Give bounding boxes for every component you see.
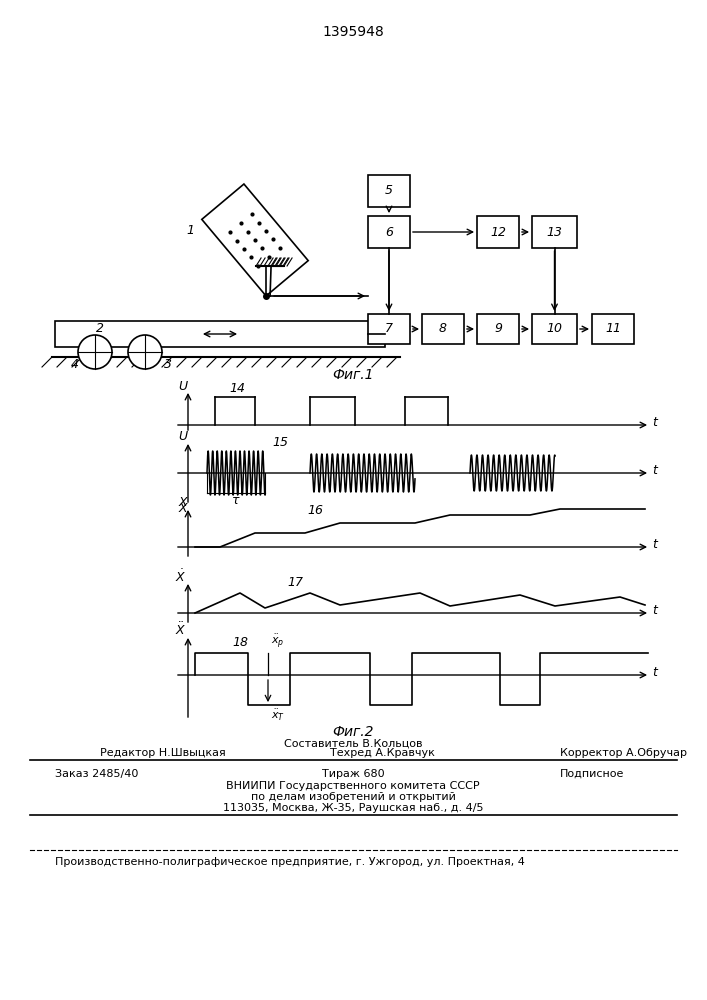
Text: 113035, Москва, Ж-35, Раушская наб., д. 4/5: 113035, Москва, Ж-35, Раушская наб., д. …: [223, 803, 484, 813]
Text: t: t: [653, 464, 658, 478]
Bar: [55, 321, 385, 347]
Text: 1: 1: [186, 224, 194, 236]
Text: X: X: [179, 496, 187, 510]
Text: 7: 7: [385, 322, 393, 336]
Text: $\ddot{x}_p$: $\ddot{x}_p$: [271, 632, 284, 650]
Bar: [477, 216, 519, 248]
Text: 14: 14: [229, 382, 245, 395]
Text: 12: 12: [490, 226, 506, 238]
Text: 4: 4: [71, 359, 79, 371]
Circle shape: [78, 335, 112, 369]
Text: t: t: [653, 666, 658, 680]
Text: 1395948: 1395948: [322, 25, 384, 39]
Text: 2: 2: [96, 322, 104, 334]
Text: $\ddot{X}$: $\ddot{X}$: [175, 622, 187, 638]
Text: Производственно-полиграфическое предприятие, г. Ужгород, ул. Проектная, 4: Производственно-полиграфическое предприя…: [55, 857, 525, 867]
Text: Корректор А.Обручар: Корректор А.Обручар: [560, 748, 687, 758]
Text: Составитель В.Кольцов: Составитель В.Кольцов: [284, 739, 422, 749]
Text: 9: 9: [494, 322, 502, 336]
Text: 17: 17: [287, 576, 303, 589]
Text: 5: 5: [385, 184, 393, 198]
Bar: [422, 314, 464, 344]
Text: 18: 18: [232, 637, 248, 650]
Bar: [368, 175, 410, 207]
Text: $\dot{X}$: $\dot{X}$: [175, 569, 187, 585]
Bar: [532, 216, 577, 248]
Polygon shape: [201, 184, 308, 296]
Text: t: t: [653, 604, 658, 617]
Text: t: t: [653, 538, 658, 552]
Bar: [368, 314, 410, 344]
Text: Редактор Н.Швыцкая: Редактор Н.Швыцкая: [100, 748, 226, 758]
Text: $\ddot{x}_T$: $\ddot{x}_T$: [271, 708, 285, 723]
Bar: [592, 314, 634, 344]
Text: $\tau$: $\tau$: [231, 493, 241, 506]
Text: Техред А.Кравчук: Техред А.Кравчук: [330, 748, 435, 758]
Text: 3: 3: [164, 359, 172, 371]
Text: t: t: [653, 416, 658, 430]
Text: X: X: [179, 502, 187, 514]
Bar: [532, 314, 577, 344]
Text: U: U: [178, 430, 187, 444]
Text: 10: 10: [547, 322, 563, 336]
Text: ВНИИПИ Государственного комитета СССР: ВНИИПИ Государственного комитета СССР: [226, 781, 480, 791]
Text: Заказ 2485/40: Заказ 2485/40: [55, 769, 139, 779]
Text: Фиг.1: Фиг.1: [332, 368, 374, 382]
Text: 11: 11: [605, 322, 621, 336]
Text: Подписное: Подписное: [560, 769, 624, 779]
Bar: [477, 314, 519, 344]
Text: 16: 16: [307, 504, 323, 518]
Bar: [368, 216, 410, 248]
Circle shape: [128, 335, 162, 369]
Text: 8: 8: [439, 322, 447, 336]
Text: Фиг.2: Фиг.2: [332, 725, 374, 739]
Text: 15: 15: [272, 436, 288, 450]
Text: Тираж 680: Тираж 680: [322, 769, 385, 779]
Text: 13: 13: [547, 226, 563, 238]
Text: U: U: [178, 380, 187, 393]
Text: 6: 6: [385, 226, 393, 238]
Text: по делам изобретений и открытий: по делам изобретений и открытий: [250, 792, 455, 802]
